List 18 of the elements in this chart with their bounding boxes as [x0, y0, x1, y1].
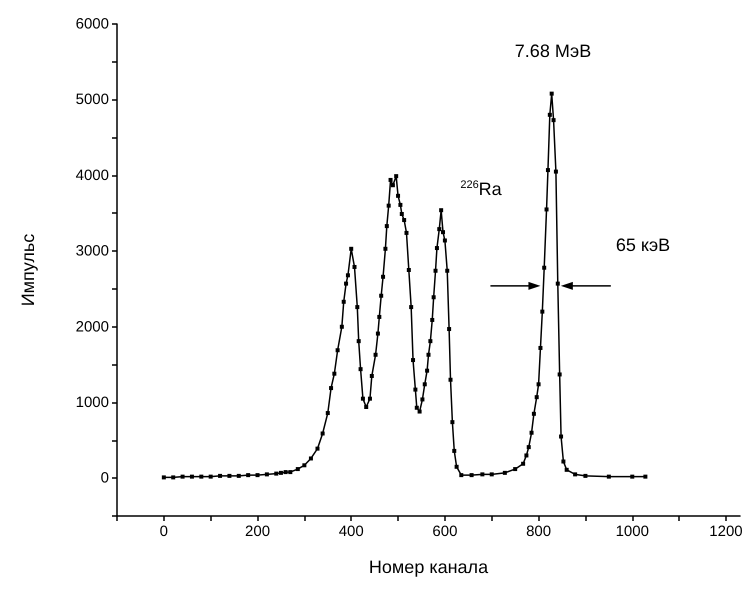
x-tick-label: 400	[338, 523, 364, 540]
y-tick-label: 3000	[76, 242, 109, 260]
x-axis-title: Номер канала	[368, 557, 490, 577]
annotation: 7.68 МэВ	[514, 41, 592, 61]
y-tick-label: 6000	[76, 16, 109, 32]
x-tick-label: 0	[160, 523, 168, 540]
y-tick-label: 1000	[76, 394, 109, 411]
x-tick-label: 200	[245, 523, 270, 540]
annotation: 65 кэВ	[616, 235, 670, 255]
y-tick-label: 5000	[76, 91, 109, 108]
y-tick-label: 0	[100, 470, 109, 487]
x-tick-label: 1000	[616, 523, 649, 540]
x-tick-label: 800	[526, 523, 552, 540]
y-axis-title: Импульс	[18, 234, 38, 306]
x-tick-label: 600	[432, 523, 458, 540]
y-tick-label: 2000	[76, 318, 109, 336]
y-tick-label: 4000	[76, 166, 109, 184]
x-tick-label: 1200	[709, 523, 743, 540]
